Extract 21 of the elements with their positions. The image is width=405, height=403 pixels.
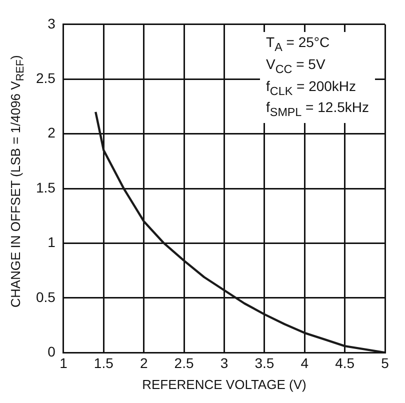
annotation: V$_{CC}$ = 5V: [266, 56, 326, 78]
x-tick-label: 3: [220, 354, 228, 371]
y-tick-label: 1.5: [36, 179, 56, 196]
x-tick-label: 5: [381, 354, 390, 371]
x-tick-label: 3.5: [254, 354, 274, 371]
y-tick-label: 1: [48, 234, 56, 250]
x-tick-label: 1.5: [94, 354, 114, 371]
x-axis-title: REFERENCE VOLTAGE (V): [142, 376, 306, 392]
x-tick-label: 4.5: [335, 354, 355, 371]
annotation: f$_{SMPL}$ = 12.5kHz: [266, 99, 369, 122]
y-tick-label: 0: [48, 343, 56, 360]
x-tick-label: 2.5: [174, 354, 194, 371]
annotation: T$_{A}$ = 25°C: [266, 34, 331, 56]
annotation: f$_{CLK}$ = 200kHz: [266, 78, 358, 100]
y-tick-label: 2: [48, 124, 56, 141]
y-tick-label: 2.5: [36, 70, 56, 86]
x-tick-label: 4: [300, 354, 309, 371]
x-tick-label: 1: [60, 354, 68, 371]
x-tick-label: 2: [140, 354, 148, 371]
y-tick-label: 3: [48, 15, 56, 32]
y-tick-label: 0.5: [36, 288, 56, 305]
